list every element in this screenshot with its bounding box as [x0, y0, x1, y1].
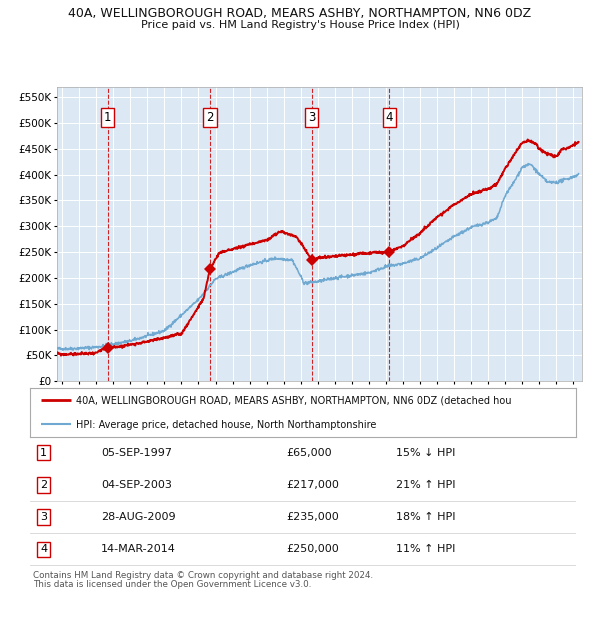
Text: 15% ↓ HPI: 15% ↓ HPI	[396, 448, 455, 458]
Text: 4: 4	[40, 544, 47, 554]
Text: 05-SEP-1997: 05-SEP-1997	[101, 448, 172, 458]
Text: This data is licensed under the Open Government Licence v3.0.: This data is licensed under the Open Gov…	[33, 580, 311, 589]
Text: Contains HM Land Registry data © Crown copyright and database right 2024.: Contains HM Land Registry data © Crown c…	[33, 570, 373, 580]
Text: Price paid vs. HM Land Registry's House Price Index (HPI): Price paid vs. HM Land Registry's House …	[140, 20, 460, 30]
Text: 14-MAR-2014: 14-MAR-2014	[101, 544, 176, 554]
Text: 40A, WELLINGBOROUGH ROAD, MEARS ASHBY, NORTHAMPTON, NN6 0DZ (detached hou: 40A, WELLINGBOROUGH ROAD, MEARS ASHBY, N…	[76, 396, 512, 406]
Text: £235,000: £235,000	[287, 512, 340, 522]
Text: 04-SEP-2003: 04-SEP-2003	[101, 480, 172, 490]
Text: 3: 3	[308, 112, 316, 124]
Text: 18% ↑ HPI: 18% ↑ HPI	[396, 512, 455, 522]
Text: 4: 4	[386, 112, 393, 124]
Text: 11% ↑ HPI: 11% ↑ HPI	[396, 544, 455, 554]
Text: £217,000: £217,000	[287, 480, 340, 490]
Text: 28-AUG-2009: 28-AUG-2009	[101, 512, 176, 522]
Text: 2: 2	[206, 112, 214, 124]
Text: 21% ↑ HPI: 21% ↑ HPI	[396, 480, 455, 490]
Text: 1: 1	[40, 448, 47, 458]
Text: 40A, WELLINGBOROUGH ROAD, MEARS ASHBY, NORTHAMPTON, NN6 0DZ: 40A, WELLINGBOROUGH ROAD, MEARS ASHBY, N…	[68, 7, 532, 20]
Text: £250,000: £250,000	[287, 544, 340, 554]
Text: 3: 3	[40, 512, 47, 522]
Text: 1: 1	[104, 112, 112, 124]
Text: 2: 2	[40, 480, 47, 490]
Text: HPI: Average price, detached house, North Northamptonshire: HPI: Average price, detached house, Nort…	[76, 420, 377, 430]
Text: £65,000: £65,000	[287, 448, 332, 458]
